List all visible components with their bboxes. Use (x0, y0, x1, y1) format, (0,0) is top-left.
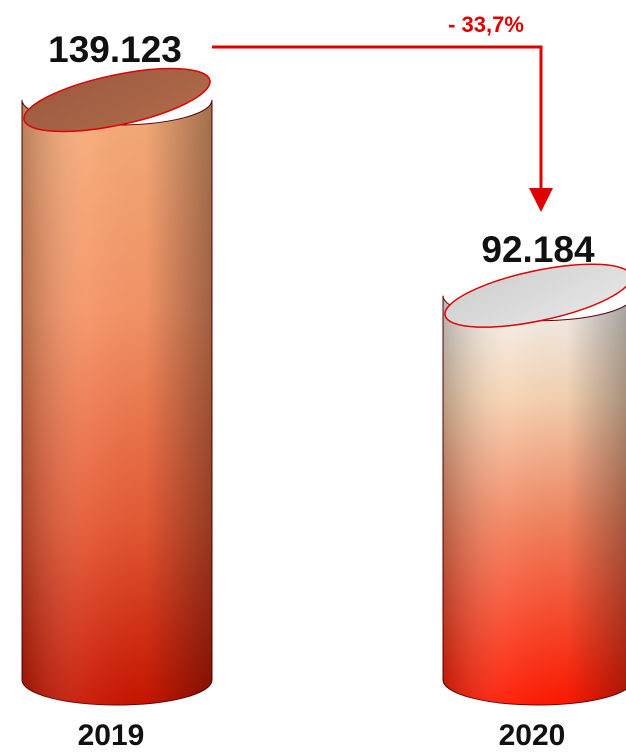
change-arrow-line (212, 45, 543, 192)
value-label-2020: 92.184 (481, 229, 595, 270)
change-percent-label: - 33,7% (448, 12, 524, 37)
bar-shading-2020 (443, 295, 626, 705)
category-label-2020: 2020 (499, 719, 566, 752)
change-arrow-head (529, 188, 553, 212)
category-label-2019: 2019 (78, 719, 145, 752)
bar-top-2019 (23, 67, 211, 133)
bar-shading-2019 (22, 100, 212, 705)
change-arrow: - 33,7% (212, 12, 553, 212)
value-label-2019: 139.123 (48, 29, 182, 70)
bar-top-2020 (444, 263, 626, 328)
